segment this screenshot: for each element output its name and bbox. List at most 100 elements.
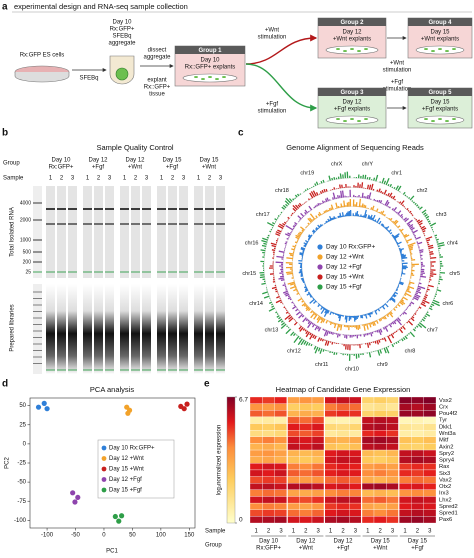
gene-label: Otx2 [439,484,451,490]
heatmap-cell [249,463,263,471]
ladder-label: 1000 [20,237,31,243]
heatmap-cell [287,483,300,490]
group-label: +Wnt [373,546,388,552]
pca-point [116,518,122,524]
group-text: Rx::GFP+ explants [185,65,236,71]
sample-label: 1 [329,529,333,535]
explant [445,120,449,122]
heatmap-cell [423,476,437,484]
rna-lane [179,186,188,278]
label: SFEBq [112,34,131,40]
heatmap-cell [373,443,387,451]
chromosome-label: chr13 [265,328,279,334]
heatmap-cell [386,502,399,510]
heatmap-cell [386,483,399,490]
sample-label: 2 [304,529,308,535]
heatmap-cell [262,509,275,517]
explant [357,50,361,52]
label: stimulation [258,35,287,41]
ladder-label: 2000 [20,217,31,223]
heatmap-cell [411,489,424,497]
heatmap-cell [299,463,313,471]
heatmap-cell [336,423,350,431]
heatmap-cell [336,516,350,524]
heatmap-cell [386,509,399,517]
explant [336,118,340,120]
heatmap-cell [386,463,399,471]
group-text: +Fgf explants [334,107,370,113]
sample-label: 3 [428,529,432,535]
y-tick-label: 25 [19,422,26,428]
heatmap-cell [386,430,399,437]
heatmap-cell [398,449,412,457]
heatmap-cell [361,469,375,477]
heatmap-cell [398,516,412,524]
heatmap-cell [398,476,412,484]
heatmap-cell [311,476,325,484]
heatmap-cell [274,443,288,451]
group-header [318,18,386,26]
sample-label: 1 [403,529,407,535]
sample-label: 2 [379,529,383,535]
gene-label: Rax [439,464,449,470]
colorbar-tick-label: 0 [239,517,243,524]
heatmap-cell [361,509,375,517]
x-axis-label: PC1 [106,549,118,555]
heatmap-cell [411,416,424,424]
y-tick-label: -50 [17,480,26,486]
heatmap-cell [324,516,337,524]
group-label: +Fgf [166,165,179,171]
row-label: Sample [3,176,24,182]
heatmap-cell [262,430,275,437]
group-text: Day 15 [430,100,450,106]
heatmap-cell [373,502,387,510]
explant [194,76,198,78]
coverage-track [259,171,446,361]
rna-lane [216,186,225,278]
sample-label: 3 [279,529,283,535]
group-label: Day 15 [371,539,391,545]
heatmap-cell [311,443,325,451]
heatmap-cell [349,496,362,504]
heatmap-cell [299,423,313,431]
heatmap-cell [349,416,362,424]
heatmap-cell [423,430,437,437]
panel-letter: a [2,2,8,13]
group-name: Group 2 [340,20,364,26]
heatmap-cell [423,496,437,504]
heatmap-cell [349,430,362,437]
heatmap-cell [373,449,387,457]
label: +Fgf [266,102,279,108]
heatmap-cell [361,416,375,424]
panel-letter: e [204,379,210,390]
panel-title: Sample Quality Control [96,143,173,152]
gene-label: Dkk1 [439,424,452,430]
sample-label: 1 [123,176,127,182]
coverage-track [285,198,419,331]
legend-label: Day 10 Rx:GFP+ [109,446,155,452]
heatmap-cell [262,463,275,471]
heatmap-cell [349,396,362,404]
heatmap-cell [311,502,325,510]
group-label: Day 15 [199,158,219,164]
gene-label: Spry2 [439,451,454,457]
heatmap-cell [299,516,313,524]
heatmap-cell [423,509,437,517]
chromosome-label: chr4 [447,241,458,247]
row-label: Sample [205,529,226,535]
legend-swatch [317,284,323,290]
heatmap-cell [423,483,437,490]
heatmap-cell [373,516,387,524]
ladder-label: 4000 [20,200,31,206]
heatmap-cell [287,502,300,510]
heatmap-cell [299,496,313,504]
heatmap-cell [274,502,288,510]
heatmap-cell [336,416,350,424]
heatmap-cell [274,423,288,431]
pca-point [70,490,76,496]
heatmap-cell [373,489,387,497]
library-lane [131,284,140,374]
chromosome-label: chrX [331,162,343,168]
heatmap-cell [411,516,424,524]
pca-point [181,406,187,412]
